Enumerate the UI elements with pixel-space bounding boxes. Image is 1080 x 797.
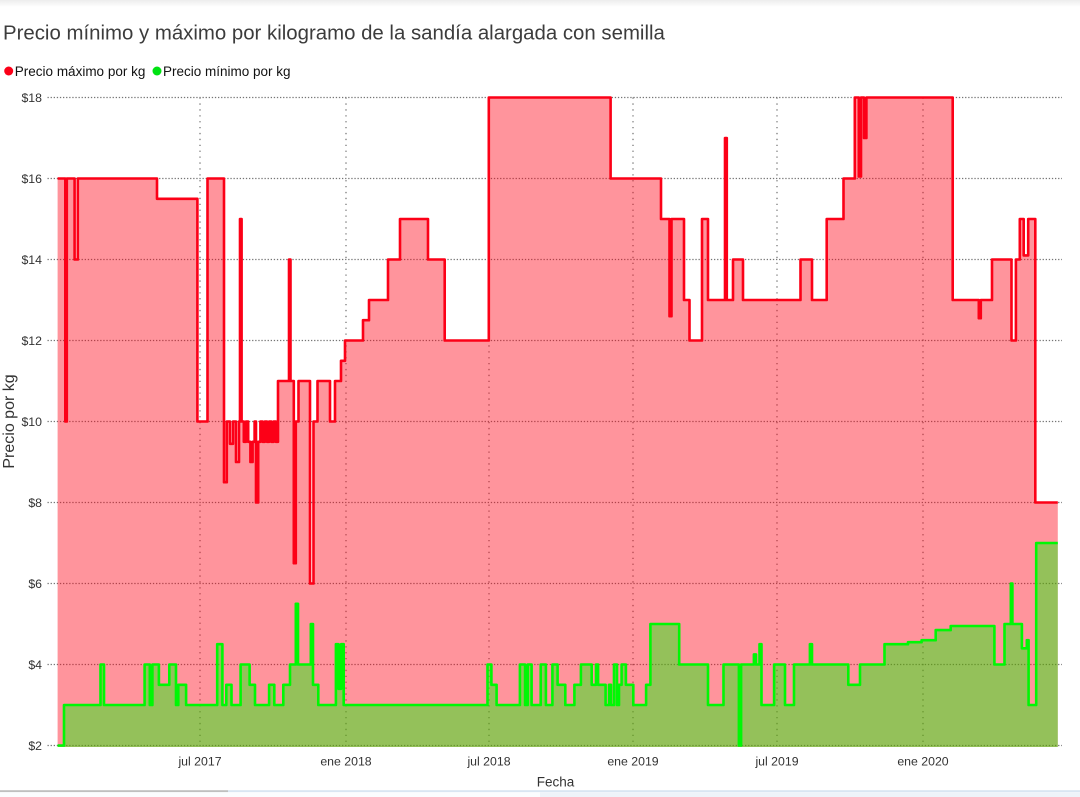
svg-text:$6: $6 (28, 577, 42, 591)
svg-text:ene 2019: ene 2019 (607, 755, 658, 769)
svg-text:$10: $10 (21, 415, 42, 429)
svg-text:ene 2018: ene 2018 (320, 755, 371, 769)
svg-text:jul 2017: jul 2017 (177, 755, 221, 769)
svg-text:Precio mínimo por kg: Precio mínimo por kg (163, 64, 291, 79)
svg-text:Fecha: Fecha (537, 775, 575, 790)
svg-text:$4: $4 (28, 658, 42, 672)
svg-text:$8: $8 (28, 496, 42, 510)
svg-text:Precio por kg: Precio por kg (1, 374, 18, 468)
svg-text:Precio mínimo y máximo por kil: Precio mínimo y máximo por kilogramo de … (3, 23, 666, 45)
svg-text:ene 2020: ene 2020 (897, 755, 948, 769)
svg-text:$2: $2 (28, 739, 42, 753)
svg-text:$18: $18 (21, 91, 42, 105)
svg-text:jul 2018: jul 2018 (466, 755, 510, 769)
svg-text:$14: $14 (21, 253, 42, 267)
svg-text:$16: $16 (21, 172, 42, 186)
svg-text:Precio máximo por kg: Precio máximo por kg (15, 64, 146, 79)
svg-text:jul 2019: jul 2019 (754, 755, 798, 769)
svg-text:$12: $12 (21, 334, 42, 348)
